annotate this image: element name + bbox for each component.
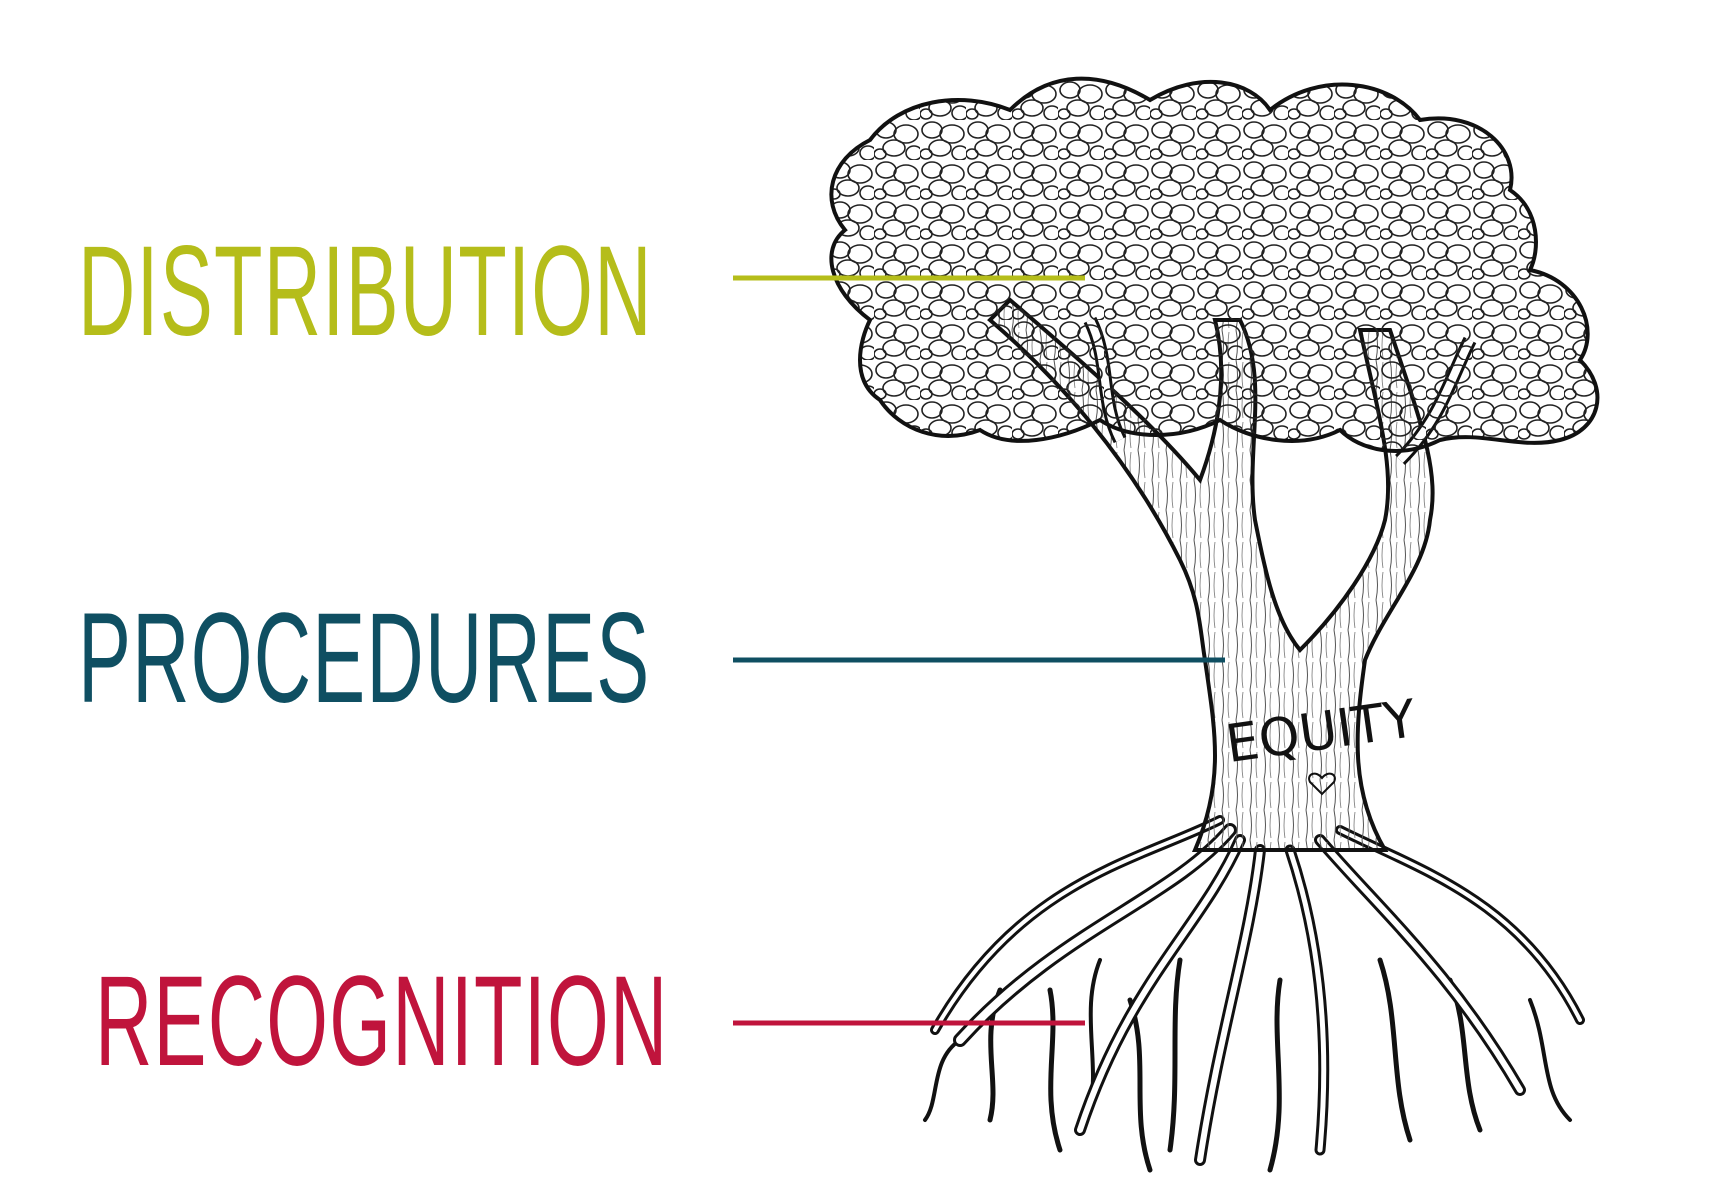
tree-roots [923, 815, 1585, 1173]
label-procedures: PROCEDURES [78, 587, 651, 730]
label-distribution: DISTRIBUTION [78, 220, 653, 363]
heart-icon [1308, 772, 1336, 796]
tree-canopy [829, 76, 1600, 453]
label-recognition: RECOGNITION [95, 950, 669, 1093]
